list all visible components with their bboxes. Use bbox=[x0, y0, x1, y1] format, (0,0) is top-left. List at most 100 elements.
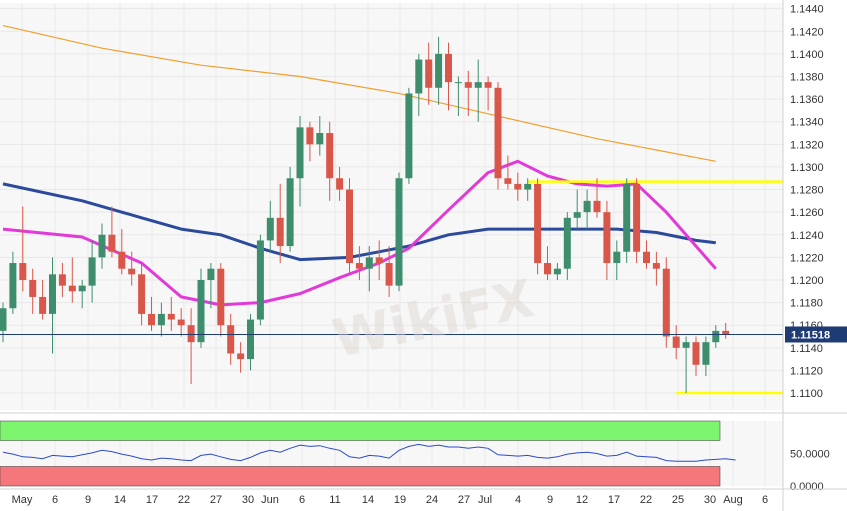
date-tick-label: May bbox=[12, 494, 33, 506]
oscillator-line bbox=[2, 443, 736, 462]
candle-body bbox=[336, 178, 344, 190]
candle-body bbox=[662, 268, 670, 337]
date-tick-label: 6 bbox=[762, 494, 768, 506]
candle-body bbox=[474, 82, 482, 88]
price-pane[interactable]: 1.1440 1.1420 1.1400 1.1380 1.1360 1.1340 1.13… bbox=[0, 3, 847, 410]
last-price-label: 1.11518 bbox=[791, 329, 830, 341]
price-tick-label: 1.1100 bbox=[790, 388, 823, 400]
date-tick-label: 11 bbox=[329, 494, 340, 506]
price-tick-label: 1.1200 bbox=[790, 275, 824, 287]
candle-body bbox=[247, 319, 254, 360]
candle-body bbox=[58, 274, 66, 286]
date-tick-label: Jul bbox=[478, 494, 492, 506]
candle-body bbox=[68, 285, 76, 292]
date-tick-label: 9 bbox=[85, 494, 91, 506]
date-tick-label: 25 bbox=[672, 494, 684, 506]
candle-body bbox=[276, 217, 284, 247]
price-tick-label: 1.1140 bbox=[790, 343, 823, 355]
price-tick-label: 1.1320 bbox=[790, 139, 824, 151]
candle-body bbox=[326, 133, 334, 179]
candle-body bbox=[346, 189, 353, 264]
price-tick-label: 1.1360 bbox=[790, 94, 824, 106]
candle-body bbox=[128, 268, 136, 275]
candle-body bbox=[237, 353, 245, 360]
price-tick-label: 1.1440 bbox=[790, 4, 824, 16]
date-tick-label: 14 bbox=[362, 494, 374, 506]
candle-body bbox=[187, 325, 195, 343]
date-tick-label: 6 bbox=[299, 494, 305, 506]
candle-body bbox=[494, 87, 502, 179]
candle-body bbox=[167, 313, 175, 320]
price-tick-label: 1.1300 bbox=[790, 162, 824, 174]
date-tick-label: 9 bbox=[547, 494, 553, 506]
candle-body bbox=[504, 178, 512, 184]
candle-body bbox=[633, 183, 641, 252]
oscillator-tick-label: 0.0000 bbox=[790, 481, 824, 493]
candle-body bbox=[712, 330, 720, 343]
date-tick-label: 27 bbox=[458, 494, 470, 506]
candle-body bbox=[286, 178, 294, 247]
candle-body bbox=[207, 268, 215, 280]
price-tick-label: 1.1400 bbox=[790, 49, 824, 61]
candle-body bbox=[593, 200, 601, 213]
candle-body bbox=[435, 53, 443, 88]
candle-body bbox=[197, 279, 205, 343]
candle-body bbox=[9, 263, 17, 309]
candle-body bbox=[484, 82, 492, 88]
candle-body bbox=[692, 342, 700, 365]
oscillator-zone-osc_oversold bbox=[0, 466, 721, 487]
price-tick-label: 1.1340 bbox=[790, 117, 824, 129]
date-tick-label: 12 bbox=[576, 494, 588, 506]
candle-body bbox=[355, 263, 363, 269]
candle-body bbox=[464, 82, 472, 88]
date-tick-label: 6 bbox=[52, 494, 58, 506]
candle-body bbox=[118, 251, 126, 269]
candle-body bbox=[514, 183, 522, 190]
date-tick-label: 14 bbox=[114, 494, 126, 506]
candle-body bbox=[19, 263, 27, 280]
candle-body bbox=[583, 200, 591, 213]
candle-body bbox=[623, 183, 631, 252]
oscillator-pane[interactable]: 50.0000 0.0000 bbox=[0, 420, 830, 493]
date-tick-label: Aug bbox=[723, 494, 743, 506]
candle-body bbox=[296, 127, 304, 179]
date-tick-label: 17 bbox=[146, 494, 158, 506]
oscillator-tick-label: 50.0000 bbox=[790, 449, 830, 461]
candle-body bbox=[177, 319, 185, 326]
candle-body bbox=[217, 268, 225, 326]
moving-average-sma_fast bbox=[2, 159, 717, 307]
date-tick-label: 24 bbox=[426, 494, 438, 506]
candle-body bbox=[425, 59, 433, 88]
candle-body bbox=[454, 82, 462, 84]
candle-body bbox=[524, 183, 532, 190]
candle-body bbox=[157, 313, 165, 326]
candle-body bbox=[395, 178, 403, 286]
price-pane-background bbox=[0, 3, 783, 410]
candle-body bbox=[702, 342, 710, 365]
candle-body bbox=[405, 93, 413, 179]
date-tick-label: 19 bbox=[394, 494, 406, 506]
candle-body bbox=[148, 313, 155, 326]
price-tick-label: 1.1280 bbox=[790, 185, 824, 197]
price-tick-label: 1.1240 bbox=[790, 230, 824, 242]
candle-body bbox=[78, 285, 86, 292]
date-tick-label: 30 bbox=[704, 494, 716, 506]
moving-average-sma_slow bbox=[2, 25, 716, 162]
price-tick-label: 1.1220 bbox=[790, 252, 824, 264]
date-tick-label: 22 bbox=[178, 494, 190, 506]
candle-body bbox=[98, 234, 106, 258]
candle-body bbox=[722, 330, 730, 335]
candle-body bbox=[29, 279, 37, 297]
candle-body bbox=[88, 257, 96, 286]
candle-body bbox=[0, 308, 7, 331]
candle-body bbox=[385, 263, 393, 286]
candle-body bbox=[108, 234, 116, 252]
price-tick-label: 1.1260 bbox=[790, 207, 824, 219]
candle-body bbox=[256, 240, 264, 320]
price-tick-label: 1.1120 bbox=[790, 365, 823, 377]
candle-body bbox=[573, 212, 581, 218]
price-tick-label: 1.1180 bbox=[790, 298, 823, 310]
date-tick-label: 4 bbox=[515, 494, 521, 506]
candle-body bbox=[652, 263, 660, 269]
